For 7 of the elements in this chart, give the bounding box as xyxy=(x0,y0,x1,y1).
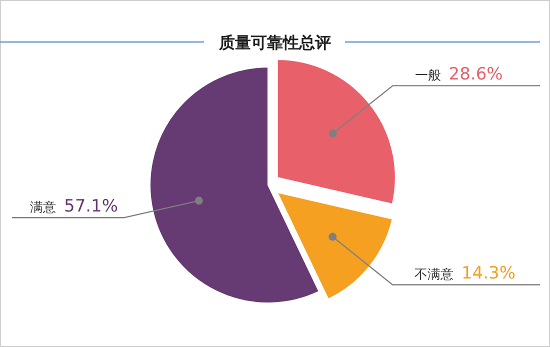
slice-label: 不满意 xyxy=(414,268,454,283)
chart-title: 质量可靠性总评 xyxy=(218,33,331,52)
data-label: 14.3% xyxy=(461,264,516,284)
slice-label: 一般 xyxy=(414,68,441,84)
data-label: 28.6% xyxy=(448,64,503,85)
slice-label: 满意 xyxy=(30,200,56,216)
data-label: 57.1% xyxy=(64,196,118,217)
